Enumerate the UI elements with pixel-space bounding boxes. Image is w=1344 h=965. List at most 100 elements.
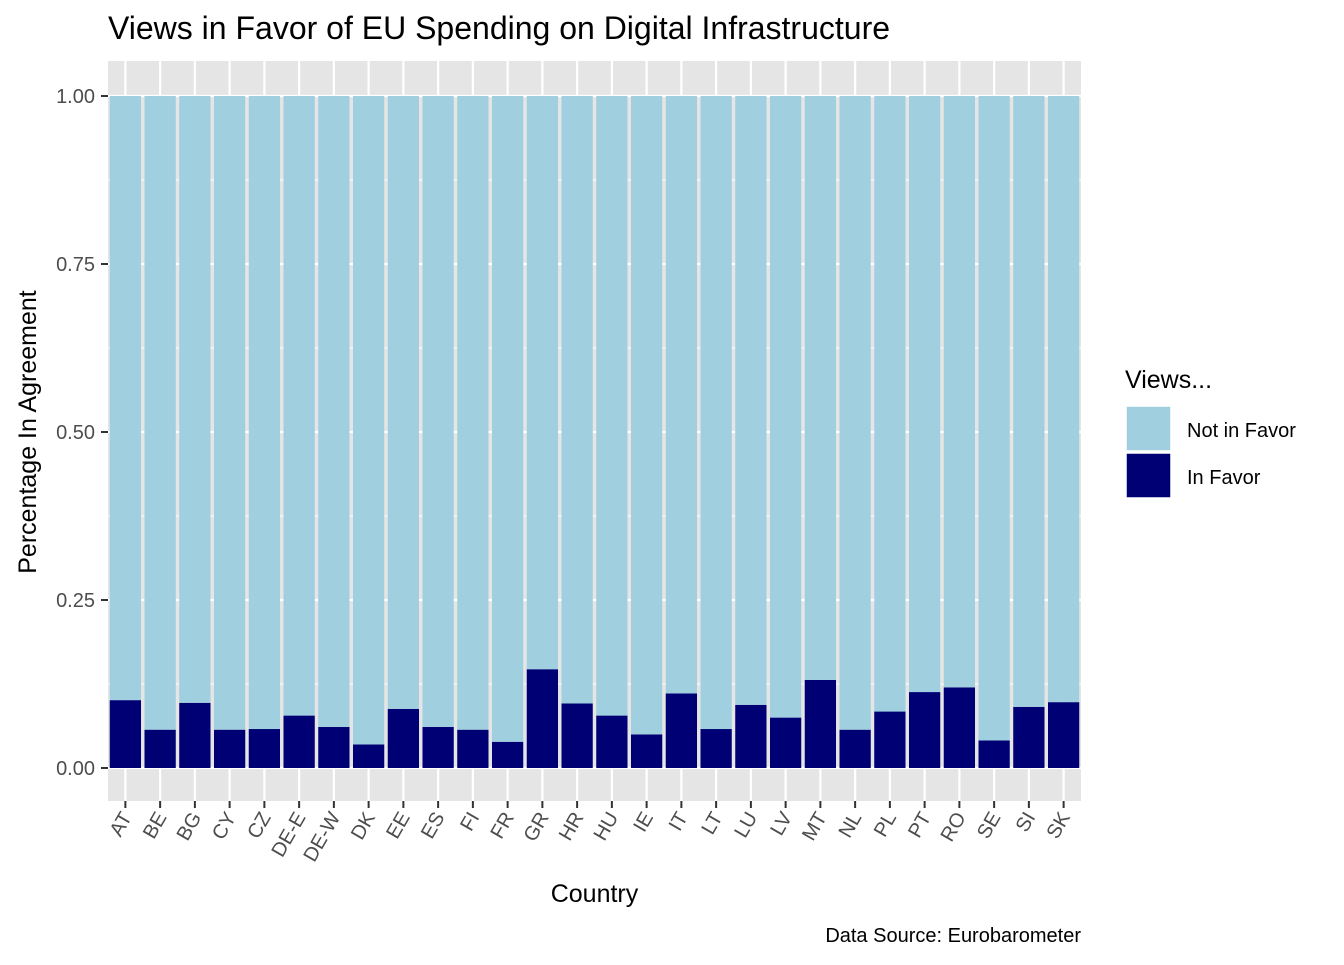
bar-not-in-favor-mt xyxy=(804,96,837,680)
bar-not-in-favor-de-w xyxy=(318,96,350,728)
x-tick-label: HR xyxy=(555,809,588,845)
x-tick-label: IT xyxy=(665,809,693,835)
bars xyxy=(109,96,1080,768)
legend-key xyxy=(1125,452,1172,499)
bar-in-favor-pl xyxy=(874,711,906,768)
y-tick-label: 0.50 xyxy=(56,422,95,444)
x-tick-label: LU xyxy=(730,809,762,842)
legend: Views... Not in Favor In Favor xyxy=(1125,366,1296,499)
y-tick-label: 0.00 xyxy=(56,758,95,780)
bar-in-favor-hu xyxy=(596,715,628,768)
bar-in-favor-si xyxy=(1013,706,1045,768)
bar-in-favor-at xyxy=(109,700,142,768)
bar-in-favor-hr xyxy=(561,703,593,768)
y-axis-label: Percentage In Agreement xyxy=(14,290,42,574)
x-tick-label: RO xyxy=(937,809,971,846)
bar-not-in-favor-at xyxy=(109,96,142,701)
x-tick-label: ES xyxy=(417,809,449,843)
bar-in-favor-mt xyxy=(804,679,837,768)
bar-not-in-favor-ee xyxy=(387,96,420,709)
x-tick-label: BG xyxy=(173,809,207,845)
bar-in-favor-pt xyxy=(908,692,941,768)
x-tick-label: DK xyxy=(347,808,380,844)
x-tick-label: IE xyxy=(629,809,658,836)
bar-in-favor-cy xyxy=(213,729,246,768)
bar-not-in-favor-es xyxy=(422,96,454,728)
x-axis-label: Country xyxy=(551,880,639,908)
x-tick-label: AT xyxy=(106,809,137,841)
legend-key xyxy=(1125,405,1172,452)
bar-in-favor-se xyxy=(978,740,1010,768)
bar-not-in-favor-gr xyxy=(526,96,559,670)
bar-in-favor-lv xyxy=(769,717,802,768)
bar-not-in-favor-se xyxy=(978,96,1010,741)
bar-in-favor-de-e xyxy=(283,715,315,768)
x-tick-label: LV xyxy=(766,808,797,839)
x-tick-label: FI xyxy=(456,809,484,835)
bar-in-favor-dk xyxy=(352,744,385,768)
bar-in-favor-gr xyxy=(526,669,559,768)
bar-in-favor-cz xyxy=(248,729,281,768)
x-tick-label: CZ xyxy=(243,809,275,843)
bar-in-favor-ro xyxy=(943,687,976,768)
bar-not-in-favor-lv xyxy=(769,96,802,718)
chart-title: Views in Favor of EU Spending on Digital… xyxy=(108,10,890,46)
legend-label: Not in Favor xyxy=(1187,420,1296,442)
bar-in-favor-bg xyxy=(179,702,211,768)
bar-in-favor-ie xyxy=(630,734,663,768)
bar-not-in-favor-nl xyxy=(839,96,871,730)
bar-not-in-favor-be xyxy=(144,96,176,730)
legend-title: Views... xyxy=(1125,366,1212,394)
bar-not-in-favor-cz xyxy=(248,96,281,730)
bar-not-in-favor-dk xyxy=(352,96,385,745)
bar-not-in-favor-fi xyxy=(457,96,489,730)
bar-not-in-favor-pl xyxy=(874,96,906,712)
x-tick-label: NL xyxy=(835,809,867,842)
x-tick-label: SK xyxy=(1043,808,1076,843)
x-tick-label: SI xyxy=(1012,809,1041,836)
x-tick-label: HU xyxy=(590,809,623,845)
bar-not-in-favor-de-e xyxy=(283,96,315,716)
bar-not-in-favor-pt xyxy=(908,96,941,693)
x-tick-label: CY xyxy=(208,809,241,844)
x-tick-label: BE xyxy=(139,809,171,843)
bar-not-in-favor-lu xyxy=(735,96,767,705)
bar-in-favor-it xyxy=(665,693,698,768)
bar-not-in-favor-ie xyxy=(630,96,663,735)
bar-in-favor-be xyxy=(144,729,176,768)
x-tick-label: DE-W xyxy=(299,808,345,865)
x-tick-label: SE xyxy=(973,809,1005,843)
x-tick-label: MT xyxy=(798,809,831,845)
bar-not-in-favor-cy xyxy=(213,96,246,730)
x-tick-label: FR xyxy=(487,809,519,843)
y-tick-label: 0.25 xyxy=(56,590,95,612)
y-tick-label: 1.00 xyxy=(56,86,95,108)
bar-in-favor-ee xyxy=(387,708,420,768)
bar-in-favor-de-w xyxy=(318,727,350,768)
bar-not-in-favor-hu xyxy=(596,96,628,716)
bar-in-favor-nl xyxy=(839,729,871,768)
bar-in-favor-lu xyxy=(735,704,767,768)
x-tick-label: PT xyxy=(904,809,936,842)
x-tick-label: EE xyxy=(382,809,414,843)
bar-in-favor-fr xyxy=(491,741,524,768)
x-tick-label: PL xyxy=(870,809,901,841)
bar-in-favor-sk xyxy=(1047,702,1080,768)
bar-not-in-favor-bg xyxy=(179,96,211,703)
bar-not-in-favor-lt xyxy=(700,96,732,730)
bar-not-in-favor-it xyxy=(665,96,698,694)
bar-in-favor-fi xyxy=(457,729,489,768)
x-tick-label: LT xyxy=(697,809,727,839)
bar-not-in-favor-hr xyxy=(561,96,593,704)
y-tick-label: 0.75 xyxy=(56,254,95,276)
bar-in-favor-lt xyxy=(700,729,732,768)
bar-not-in-favor-fr xyxy=(491,96,524,742)
y-axis: 0.00 0.25 0.50 0.75 1.00 xyxy=(56,86,108,780)
chart-caption: Data Source: Eurobarometer xyxy=(825,925,1081,947)
x-tick-label: GR xyxy=(520,809,554,846)
bar-in-favor-es xyxy=(422,727,454,768)
bar-not-in-favor-ro xyxy=(943,96,976,688)
